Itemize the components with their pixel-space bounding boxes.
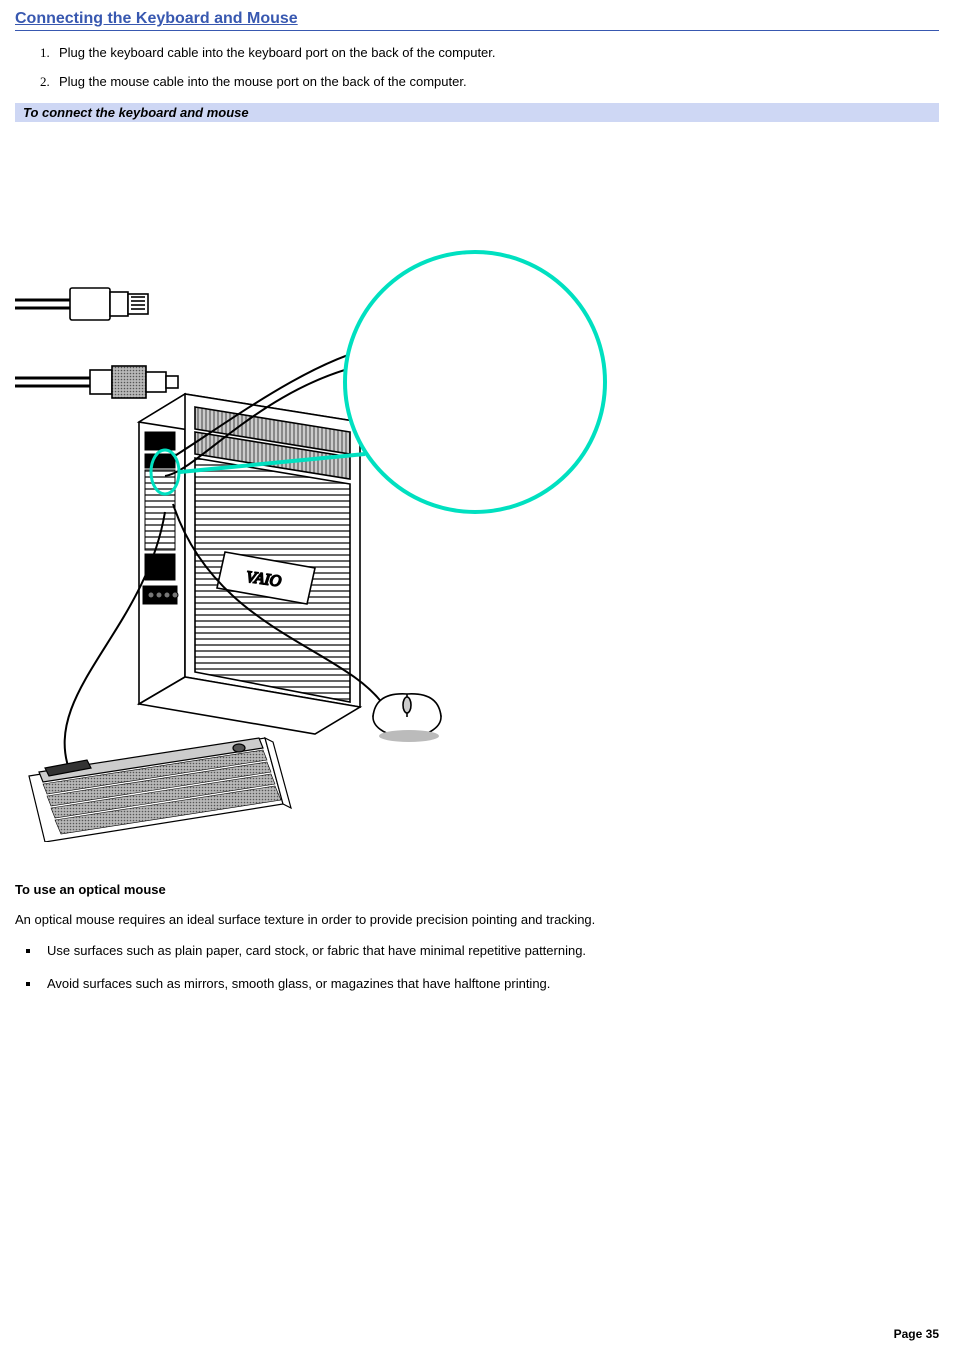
connection-diagram: VAIO KYBOA [15,132,939,842]
bullet-1: Use surfaces such as plain paper, card s… [41,943,939,958]
steps-list: Plug the keyboard cable into the keyboar… [35,45,939,89]
keyboard-icon [29,738,291,842]
section-title: Connecting the Keyboard and Mouse [15,10,939,31]
mouse-icon [373,694,441,742]
page-number: Page 35 [894,1327,939,1341]
bullet-2: Avoid surfaces such as mirrors, smooth g… [41,976,939,991]
bullet-list: Use surfaces such as plain paper, card s… [23,943,939,991]
subheading-optical-mouse: To use an optical mouse [15,882,939,897]
step-1: Plug the keyboard cable into the keyboar… [53,45,939,60]
step-2: Plug the mouse cable into the mouse port… [53,74,939,89]
diagram-caption-banner: To connect the keyboard and mouse [15,103,939,122]
intro-paragraph: An optical mouse requires an ideal surfa… [15,911,939,929]
